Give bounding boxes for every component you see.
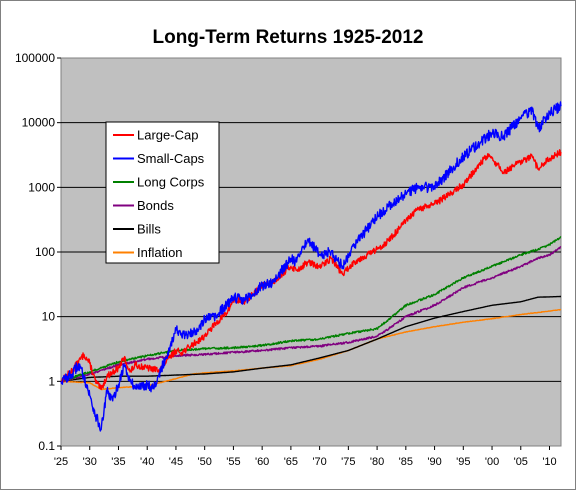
legend-label: Inflation [137, 245, 183, 260]
legend-label: Long Corps [137, 175, 205, 190]
x-tick-label: '30 [83, 456, 97, 468]
x-tick-label: '85 [399, 456, 413, 468]
series-line-bonds [60, 246, 562, 383]
series-line-long-corps [60, 236, 562, 383]
y-tick-label: 100 [35, 245, 55, 259]
x-tick-label: '55 [226, 456, 240, 468]
x-tick-label: '90 [427, 456, 441, 468]
chart-title: Long-Term Returns 1925-2012 [152, 27, 423, 48]
x-tick-label: '45 [169, 456, 183, 468]
x-axis-ticks: '25 '30 '35 '40 '45 '50 '55 '60 '65 '70 '75 '80 '85 '… [54, 446, 557, 468]
series-lines [60, 101, 562, 432]
y-tick-label: 1000 [28, 180, 55, 194]
x-tick-label: '35 [111, 456, 125, 468]
x-tick-label: '60 [255, 456, 269, 468]
y-tick-label: 0.1 [38, 439, 55, 453]
y-tick-label: 10 [42, 310, 56, 324]
x-tick-label: '40 [140, 456, 154, 468]
legend: Large-Cap Small-Caps Long Corps Bonds Bills I… [105, 121, 220, 264]
x-tick-label: '25 [54, 456, 68, 468]
legend-label: Bonds [137, 198, 174, 213]
x-tick-label: '10 [542, 456, 556, 468]
x-tick-label: '00 [485, 456, 499, 468]
y-tick-label: 100000 [15, 51, 55, 65]
legend-box [105, 121, 220, 264]
x-tick-label: '75 [341, 456, 355, 468]
x-tick-label: '05 [514, 456, 528, 468]
y-tick-label: 1 [48, 374, 55, 388]
x-tick-label: '95 [456, 456, 470, 468]
series-line-bills [60, 295, 562, 382]
x-tick-label: '65 [284, 456, 298, 468]
y-tick-label: 10000 [22, 116, 56, 130]
legend-label: Bills [137, 222, 161, 237]
legend-label: Large-Cap [137, 128, 198, 143]
y-axis-ticks: 0.1 1 10 100 1000 10000 100000 [15, 51, 61, 453]
series-line-large-cap [60, 149, 562, 391]
series-line-small-caps [60, 101, 562, 432]
legend-label: Small-Caps [137, 151, 205, 166]
x-tick-label: '80 [370, 456, 384, 468]
x-tick-label: '70 [312, 456, 326, 468]
x-tick-label: '50 [198, 456, 212, 468]
